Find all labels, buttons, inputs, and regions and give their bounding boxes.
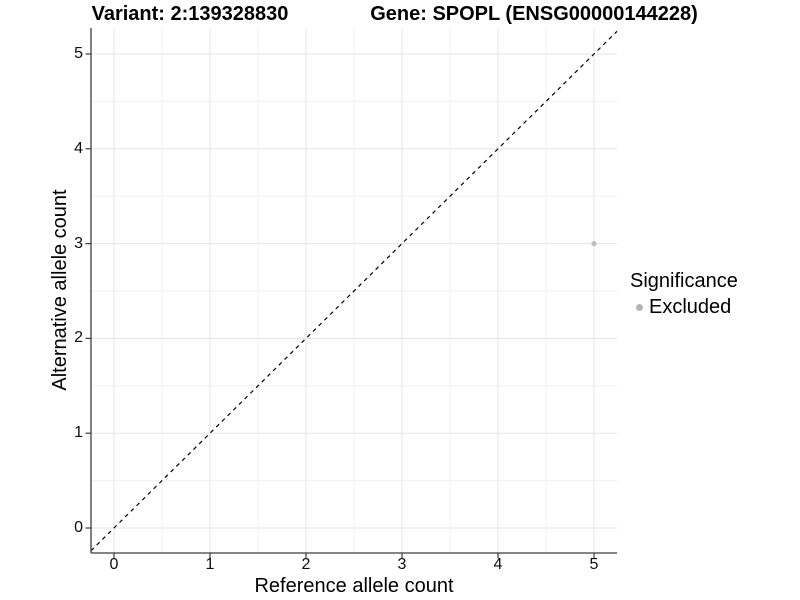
excluded-point-icon: [635, 303, 643, 311]
x-axis-title: Reference allele count: [254, 575, 454, 597]
y-tick-label: 1: [74, 424, 83, 442]
variant-title: Variant: 2:139328830: [91, 3, 289, 25]
data-point-excluded: [591, 241, 597, 247]
y-axis-title: Alternative allele count: [49, 189, 71, 391]
legend: Significance Excluded: [630, 270, 738, 318]
y-tick-label: 4: [74, 139, 83, 157]
legend-key-box: [630, 298, 648, 316]
x-tick-label: 5: [589, 556, 599, 573]
x-tick-label: 3: [397, 556, 407, 573]
gene-title: Gene: SPOPL (ENSG00000144228): [370, 3, 698, 25]
x-tick-label: 4: [493, 556, 503, 573]
x-tick-label: 1: [205, 556, 215, 573]
y-tick-label: 0: [74, 519, 83, 536]
legend-item-excluded: Excluded: [630, 296, 738, 318]
x-tick-label: 2: [301, 556, 311, 573]
identity-dashed-line: [90, 30, 618, 552]
y-tick-label: 5: [74, 45, 83, 62]
y-tick-label: 2: [74, 329, 83, 347]
legend-title: Significance: [630, 270, 738, 292]
legend-item-label: Excluded: [649, 296, 732, 318]
y-tick-label: 3: [74, 234, 83, 252]
x-tick-label: 0: [109, 556, 119, 573]
